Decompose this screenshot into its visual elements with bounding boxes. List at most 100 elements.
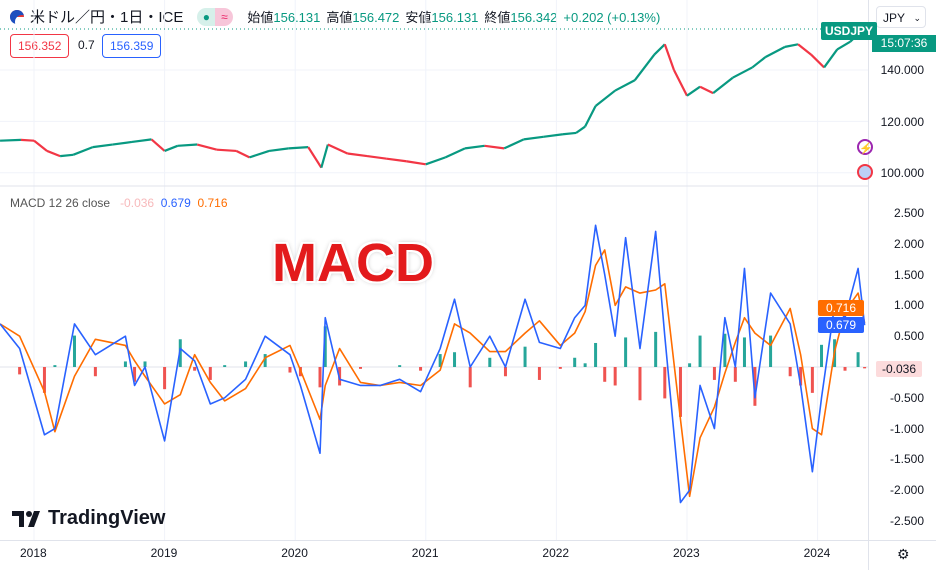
histogram-bar bbox=[723, 333, 727, 367]
price-tick: 120.000 bbox=[880, 115, 924, 129]
histogram-bar bbox=[820, 344, 824, 367]
histogram-bar bbox=[698, 335, 702, 367]
histogram-bar bbox=[398, 365, 402, 367]
price-tick: 140.000 bbox=[880, 63, 924, 77]
buy-price-button[interactable]: 156.359 bbox=[102, 34, 162, 58]
macd-tick: -1.500 bbox=[889, 452, 924, 467]
histogram-bar bbox=[523, 346, 527, 367]
histogram-bar bbox=[163, 367, 167, 390]
tradingview-logo[interactable]: TradingView bbox=[12, 507, 165, 530]
histogram-bar bbox=[193, 367, 197, 371]
year-label: 2023 bbox=[673, 546, 700, 560]
macd-tick: 1.500 bbox=[893, 267, 924, 282]
sell-price-button[interactable]: 156.352 bbox=[10, 34, 70, 58]
price-segment bbox=[663, 43, 675, 71]
macd-lines bbox=[0, 224, 866, 504]
currency-select[interactable]: JPY ⌄ bbox=[876, 6, 926, 28]
histogram-bar bbox=[323, 326, 327, 367]
year-label: 2020 bbox=[281, 546, 308, 560]
histogram-bar bbox=[244, 361, 248, 367]
price-segment bbox=[307, 146, 323, 169]
price-segment bbox=[235, 149, 250, 159]
histogram-bar bbox=[624, 337, 628, 367]
histogram-bar bbox=[753, 367, 757, 406]
histogram-bar bbox=[143, 361, 147, 367]
histogram-bar bbox=[123, 361, 127, 367]
price-segment bbox=[72, 146, 94, 156]
lightning-event-icon[interactable]: ⚡ bbox=[857, 139, 873, 155]
price-segment bbox=[60, 153, 74, 158]
symbol-badge: USDJPY bbox=[821, 22, 878, 40]
macd-tick: -0.500 bbox=[889, 390, 924, 405]
histogram-bar bbox=[799, 367, 803, 386]
histogram-bar bbox=[810, 367, 814, 393]
symbol-title[interactable]: 米ドル／円・1日・ICE bbox=[30, 9, 184, 26]
signal-line bbox=[0, 249, 866, 498]
histogram-bar bbox=[613, 367, 617, 386]
price-tick: 100.000 bbox=[880, 166, 924, 180]
price-segment bbox=[543, 133, 564, 138]
histogram-bar bbox=[856, 352, 860, 367]
histogram-bar bbox=[453, 352, 457, 367]
status-pill[interactable]: ● ≈ bbox=[197, 7, 234, 26]
macd-hist-value: -0.036 bbox=[120, 196, 155, 210]
year-label: 2021 bbox=[411, 546, 439, 560]
price-segment bbox=[562, 131, 577, 136]
year-label: 2019 bbox=[150, 546, 178, 560]
histogram-bar bbox=[742, 337, 746, 367]
price-segment bbox=[177, 143, 198, 147]
price-segment bbox=[836, 40, 851, 51]
us-economic-event-icon[interactable] bbox=[857, 164, 873, 180]
price-segment bbox=[0, 138, 21, 142]
price-segment bbox=[594, 89, 616, 107]
macd-indicator-name[interactable]: MACD 12 26 close bbox=[10, 196, 111, 210]
price-segment bbox=[347, 152, 368, 158]
price-segment bbox=[320, 144, 329, 168]
price-series bbox=[0, 27, 866, 169]
chevron-down-icon: ⌄ bbox=[913, 13, 921, 23]
price-segment bbox=[653, 43, 666, 56]
delayed-data-icon: ≈ bbox=[215, 7, 234, 26]
price-segment bbox=[386, 157, 407, 163]
histogram-bar bbox=[18, 367, 22, 375]
price-segment bbox=[33, 139, 48, 152]
histogram-bar bbox=[359, 367, 362, 369]
price-segment bbox=[484, 144, 505, 150]
histogram-bar bbox=[678, 367, 682, 417]
signal-badge: 0.716 bbox=[818, 300, 864, 316]
histogram-bar bbox=[843, 367, 847, 371]
histogram-bar bbox=[788, 367, 792, 377]
price-segment bbox=[503, 138, 525, 150]
ohlc-values: 始値156.131 高値156.472 安値156.131 終値156.342 +0.2… bbox=[247, 10, 661, 25]
histogram-bar bbox=[263, 354, 267, 367]
price-segment bbox=[764, 45, 786, 59]
price-segment bbox=[523, 135, 544, 141]
histogram-bar bbox=[654, 331, 658, 367]
year-label: 2024 bbox=[803, 546, 831, 560]
settings-gear-icon[interactable]: ⚙ bbox=[897, 546, 910, 562]
histogram-bar bbox=[72, 335, 76, 367]
macd-tick: -1.000 bbox=[889, 421, 924, 436]
price-segment bbox=[712, 76, 734, 94]
histogram-bar bbox=[468, 367, 472, 388]
histogram-bar bbox=[288, 367, 292, 373]
histogram-bar bbox=[558, 367, 562, 369]
histogram-bar bbox=[769, 335, 773, 367]
macd-tick: 0.500 bbox=[893, 329, 924, 344]
price-segment bbox=[112, 140, 133, 146]
countdown-badge: 15:07:36 bbox=[872, 35, 936, 52]
price-segment bbox=[327, 143, 348, 155]
price-segment bbox=[20, 138, 35, 142]
price-segment bbox=[216, 148, 237, 153]
histogram-bar bbox=[42, 367, 46, 393]
price-segment bbox=[751, 56, 767, 69]
chart-canvas[interactable] bbox=[0, 0, 868, 570]
hist-badge: -0.036 bbox=[876, 361, 922, 377]
macd-line bbox=[0, 224, 866, 504]
histogram-bar bbox=[733, 367, 737, 382]
price-segment bbox=[686, 85, 701, 97]
price-segment bbox=[584, 105, 597, 128]
macd-badge: 0.679 bbox=[818, 317, 864, 333]
overlay-title: MACD bbox=[272, 233, 434, 293]
histogram-bar bbox=[712, 367, 716, 380]
